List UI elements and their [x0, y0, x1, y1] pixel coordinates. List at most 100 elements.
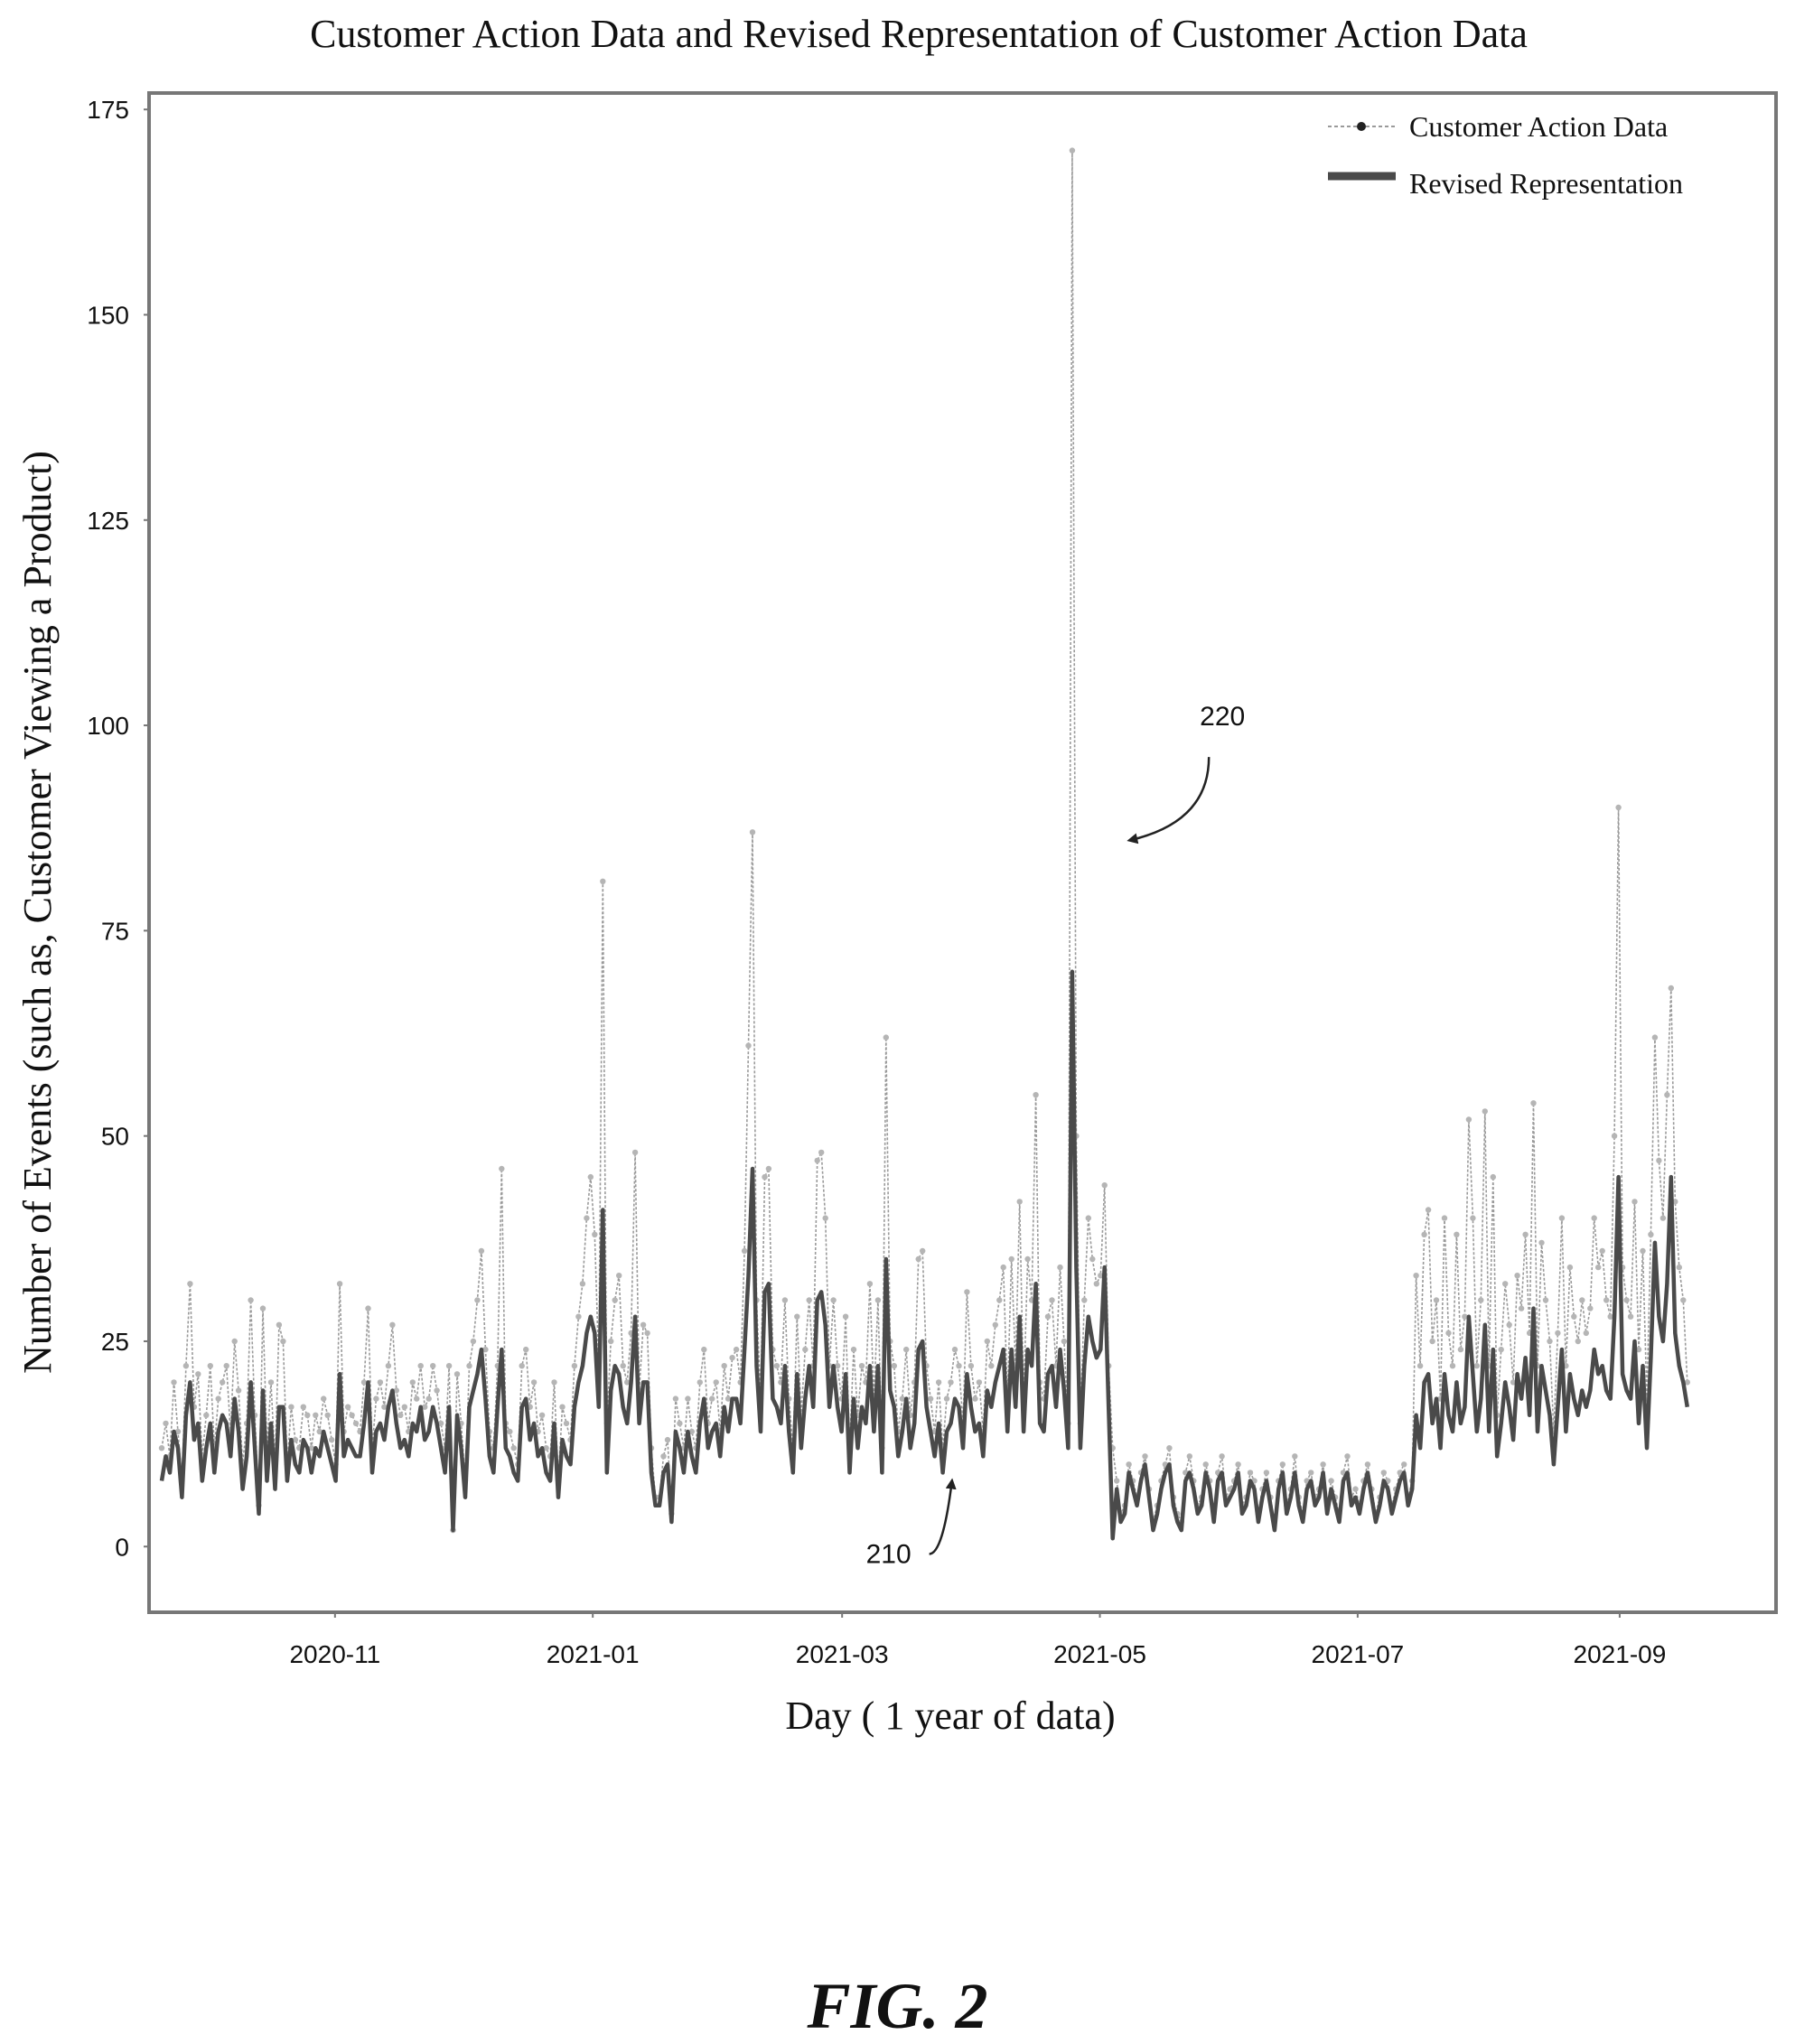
data-point [1024, 1255, 1031, 1263]
plot-frame [147, 91, 1778, 1614]
data-point [393, 1387, 399, 1394]
data-point [352, 1420, 360, 1427]
data-point [474, 1297, 481, 1303]
data-point [1542, 1297, 1549, 1303]
data-point [1114, 1478, 1120, 1484]
data-point [1676, 1264, 1683, 1271]
data-point [1627, 1313, 1634, 1320]
data-point [721, 1363, 727, 1369]
data-point [308, 1445, 314, 1451]
data-point [672, 1395, 679, 1402]
data-point [571, 1363, 578, 1369]
data-point [1583, 1330, 1590, 1337]
data-point [1008, 1255, 1014, 1263]
data-point [660, 1453, 667, 1460]
data-point [1352, 1486, 1359, 1492]
data-point [1061, 1338, 1068, 1345]
data-point [158, 1445, 165, 1451]
data-point [1558, 1215, 1566, 1221]
data-point [1547, 1338, 1553, 1345]
data-point [701, 1346, 707, 1353]
data-point [948, 1379, 954, 1386]
data-point [1498, 1346, 1504, 1353]
data-point [1571, 1313, 1577, 1320]
data-point [1640, 1247, 1646, 1255]
data-point [530, 1379, 538, 1386]
annotation-arrow-210 [929, 1478, 957, 1555]
data-point [1684, 1379, 1691, 1386]
data-point [543, 1445, 549, 1451]
data-point [365, 1305, 371, 1311]
data-point [220, 1379, 226, 1386]
data-point [1247, 1470, 1254, 1476]
data-point [915, 1255, 921, 1263]
data-point [507, 1428, 513, 1435]
data-point [1470, 1215, 1476, 1221]
data-point [762, 1173, 768, 1181]
data-point [883, 1034, 889, 1041]
data-point [968, 1363, 975, 1369]
data-point [1098, 1273, 1104, 1279]
data-point [215, 1395, 221, 1402]
data-point [1049, 1297, 1055, 1303]
data-point [729, 1355, 735, 1361]
y-axis-label: Number of Events (such as, Customer View… [15, 451, 60, 1374]
data-point [745, 1042, 752, 1049]
data-point [1235, 1461, 1241, 1468]
data-point [1044, 1313, 1052, 1320]
legend-label-customer-action-data: Customer Action Data [1409, 110, 1668, 143]
data-point [1279, 1461, 1286, 1468]
data-point [696, 1379, 703, 1386]
data-point [163, 1420, 169, 1427]
data-point [445, 1363, 453, 1369]
data-point [231, 1338, 238, 1345]
data-point [688, 1428, 695, 1435]
y-tick-label: 25 [101, 1328, 129, 1356]
data-point [381, 1404, 388, 1410]
data-point [538, 1412, 546, 1419]
annotation-arrow-220 [1127, 757, 1211, 845]
data-point [1623, 1297, 1630, 1303]
data-point [1659, 1215, 1667, 1221]
data-point [1462, 1313, 1468, 1320]
data-point [373, 1395, 379, 1402]
x-tick-label: 2021-01 [547, 1640, 640, 1668]
data-point [891, 1363, 897, 1369]
data-point [466, 1363, 472, 1369]
y-tick-label: 50 [101, 1123, 129, 1151]
revised-representation-line [159, 969, 1690, 1541]
data-point [822, 1215, 828, 1221]
data-point [1599, 1247, 1605, 1255]
data-point [814, 1157, 820, 1164]
data-point [321, 1395, 327, 1402]
data-point [259, 1305, 266, 1311]
x-tick-label: 2021-07 [1312, 1640, 1405, 1668]
data-point [616, 1273, 622, 1279]
data-point [733, 1346, 740, 1353]
data-point [1033, 1092, 1039, 1098]
data-point [1566, 1264, 1574, 1271]
data-point [834, 1363, 841, 1369]
data-point [324, 1412, 331, 1419]
data-point [579, 1281, 586, 1287]
data-point [996, 1297, 1003, 1303]
data-point [1081, 1297, 1088, 1303]
data-point [842, 1313, 849, 1320]
data-point [329, 1436, 335, 1443]
data-point [223, 1363, 229, 1369]
data-point [1457, 1346, 1464, 1353]
data-point [292, 1436, 299, 1443]
x-tick-label: 2021-09 [1574, 1640, 1667, 1668]
data-point [899, 1395, 905, 1402]
revised-representation-series [159, 969, 1690, 1541]
data-point [1085, 1215, 1092, 1221]
data-point [620, 1363, 626, 1369]
data-point [830, 1297, 837, 1303]
data-point [1166, 1445, 1173, 1451]
data-point [389, 1321, 396, 1329]
data-point [1502, 1281, 1509, 1287]
x-tick-label: 2020-11 [289, 1640, 380, 1668]
data-point [1506, 1321, 1512, 1329]
data-point [510, 1445, 517, 1451]
data-point [592, 1231, 598, 1238]
